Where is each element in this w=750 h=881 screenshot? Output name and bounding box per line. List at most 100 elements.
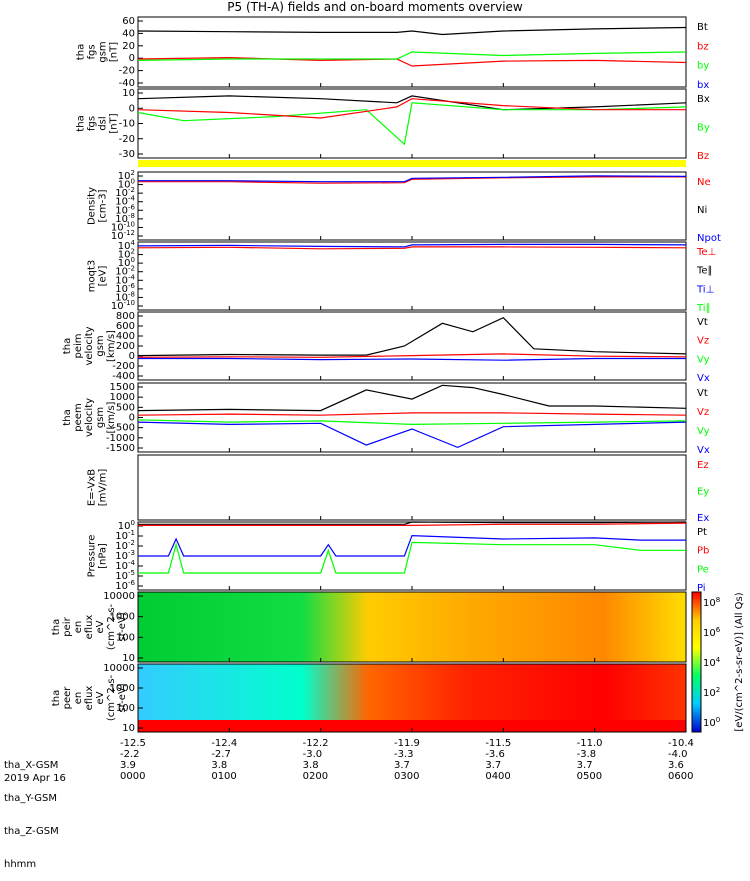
y-tick-label: -30 <box>119 149 135 160</box>
series-line <box>138 521 687 525</box>
legend-entry: Ex <box>697 513 709 524</box>
ephemeris-value: 3.6 <box>668 760 684 771</box>
y-axis-label: thafgsdsl[nT] <box>76 113 120 133</box>
legend-entry: Ne <box>697 177 711 188</box>
y-axis-label: E=-VxB[mV/m] <box>87 469 109 507</box>
y-tick-label: 10-10 <box>111 220 135 233</box>
ephemeris-value: -3.8 <box>576 749 597 760</box>
legend-entry: by <box>697 61 709 72</box>
ephemeris-value: 0400 <box>485 771 511 782</box>
y-tick-label: 10 <box>122 88 135 99</box>
y-tick-label: 0 <box>129 413 135 424</box>
legend-entry: Ni <box>697 205 707 216</box>
ephemeris-value: 0500 <box>576 771 603 782</box>
y-tick-label: -200 <box>112 361 135 372</box>
y-tick-label: 10-2 <box>115 265 135 278</box>
series-line <box>137 56 687 67</box>
y-tick-label: 40 <box>122 28 135 39</box>
legend-entry: Te∥ <box>696 266 713 277</box>
ephemeris-value: -2.2 <box>120 749 140 760</box>
ephemeris-value: -12.2 <box>302 738 329 749</box>
y-tick-label: 102 <box>118 169 135 182</box>
ephemeris-value: -11.5 <box>485 738 512 749</box>
y-tick-label: 10-6 <box>115 282 135 295</box>
panel-frame <box>137 241 687 311</box>
y-tick-label: 10-1 <box>115 529 135 542</box>
y-tick-label: 100 <box>116 703 135 714</box>
y-tick-label: 10-2 <box>115 539 135 552</box>
legend-entry: Pi <box>697 583 706 594</box>
series-line <box>138 534 686 557</box>
legend-entry: By <box>697 123 710 134</box>
panel-frame <box>137 382 687 453</box>
ephemeris-column: -12.2 -3.0 3.8 0200 <box>303 738 329 782</box>
ephemeris-value: 3.7 <box>485 760 502 771</box>
y-tick-label: 10-8 <box>115 212 135 225</box>
legend-entry: Bz <box>697 151 709 162</box>
legend-entry: Bt <box>697 22 708 33</box>
y-tick-label: 10-2 <box>115 186 135 199</box>
y-tick-label: -500 <box>112 423 135 434</box>
ephemeris-value: 0100 <box>211 771 237 782</box>
legend-entry: Vx <box>697 373 710 384</box>
y-tick-label: 1000 <box>110 612 135 623</box>
ephemeris-value: 3.9 <box>120 760 136 771</box>
series-line <box>137 243 687 248</box>
heatmap-low-energy-band <box>138 720 686 732</box>
ephemeris-row-labels: tha_X-GSM tha_Y-GSM tha_Z-GSM hhmm <box>4 738 59 881</box>
y-axis-label: thapeemvelocitygsm[km/s] <box>62 398 117 437</box>
legend-entry: Vy <box>697 354 710 365</box>
colorbar-tick-label: 106 <box>703 626 721 639</box>
y-tick-label: 10-12 <box>111 229 135 242</box>
series-line <box>137 26 687 36</box>
y-tick-label: 10-4 <box>115 195 135 208</box>
ephemeris-value: 3.7 <box>394 760 410 771</box>
y-tick-label: -40 <box>119 78 135 89</box>
status-bar <box>138 160 686 167</box>
panel-frame <box>137 311 687 381</box>
legend-entry: Ey <box>697 487 709 498</box>
ephemeris-value: 3.8 <box>302 760 319 771</box>
legend-entry: bx <box>697 80 709 91</box>
y-axis-label: thapeerenefluxeV(cm^2-s-sr-eV) <box>51 674 128 721</box>
y-tick-label: 500 <box>116 402 135 413</box>
y-tick-label: 0 <box>129 103 135 114</box>
legend-entry: Npot <box>697 233 721 244</box>
ephemeris-value: 0000 <box>120 771 146 782</box>
ephemeris-time-label: hhmm <box>4 859 37 870</box>
ephemeris-z-label: tha_Z-GSM <box>4 826 59 837</box>
y-tick-label: 10000 <box>103 591 135 602</box>
legend-entry: Ez <box>697 460 709 471</box>
y-tick-label: -20 <box>119 134 135 145</box>
overview-plot: 6040200-20-40thafgsgsm[nT]Btbzbybx100-10… <box>51 16 745 734</box>
y-tick-label: 102 <box>118 248 135 261</box>
y-tick-label: 20 <box>122 41 135 52</box>
y-tick-label: 10-8 <box>115 290 135 303</box>
y-axis-label: Pressure[nPa] <box>87 535 109 578</box>
ephemeris-value: 0200 <box>302 771 329 782</box>
heatmap-spectrogram <box>138 592 686 662</box>
series-line <box>137 95 687 111</box>
y-axis-label: thafgsgsm[nT] <box>76 41 120 62</box>
y-tick-label: 10-4 <box>115 559 135 572</box>
ephemeris-value: -12.5 <box>120 738 146 749</box>
y-axis-label: thapeirenefluxeV(cm^2-s-sr-eV) <box>51 603 128 650</box>
legend-entry: Vx <box>697 445 710 456</box>
y-tick-label: 0 <box>129 351 135 362</box>
series-line <box>138 357 686 361</box>
y-tick-label: -20 <box>119 66 135 77</box>
colorbar <box>691 591 702 733</box>
y-tick-label: -10 <box>119 119 135 130</box>
ephemeris-value: 3.8 <box>211 760 228 771</box>
series-line <box>138 522 687 527</box>
y-tick-label: 800 <box>116 311 135 322</box>
y-tick-label: 10-10 <box>111 299 135 312</box>
y-tick-label: 600 <box>116 321 135 332</box>
series-line <box>137 412 687 416</box>
legend-entry: Vy <box>697 426 710 437</box>
y-tick-label: 10000 <box>103 663 135 674</box>
y-tick-label: -1500 <box>106 443 135 454</box>
y-tick-label: 10 <box>122 653 135 664</box>
series-line <box>138 541 686 574</box>
y-tick-label: 104 <box>118 239 136 252</box>
